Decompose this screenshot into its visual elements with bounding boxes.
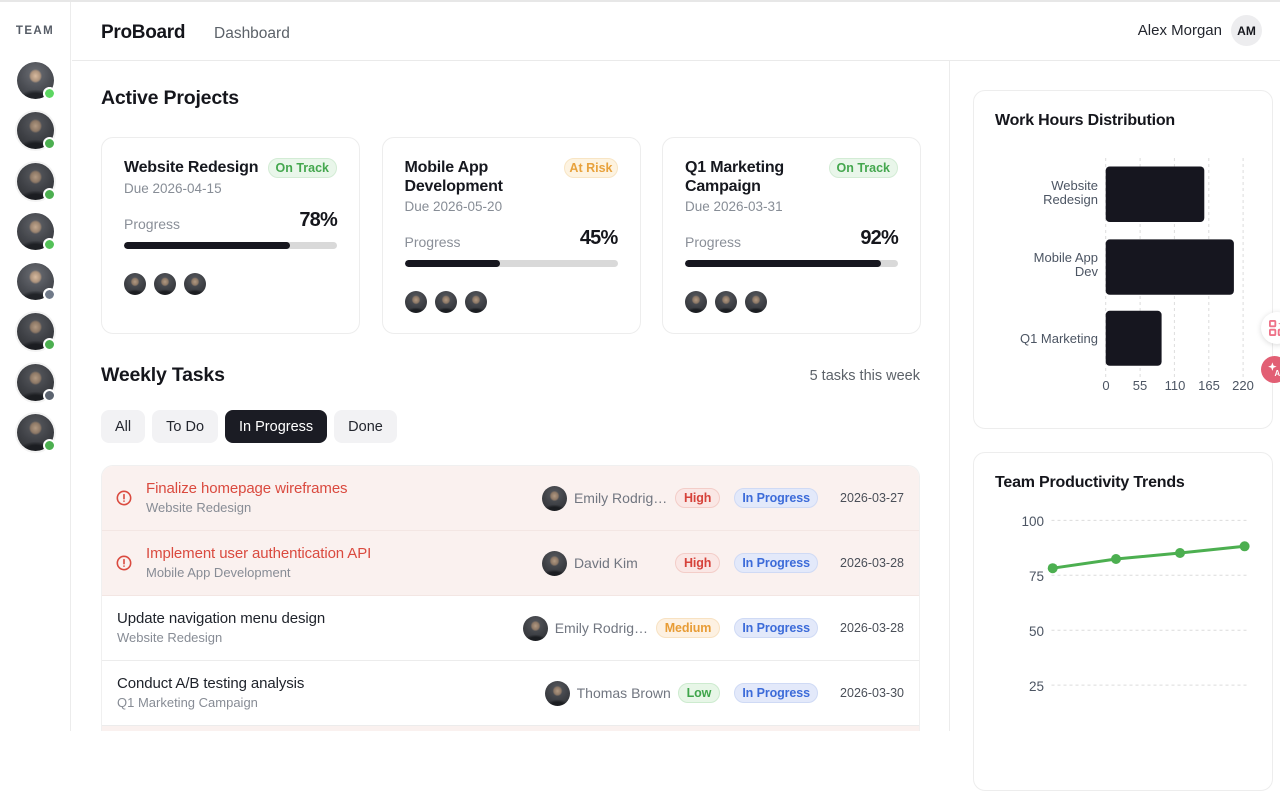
svg-text:A: A [1275, 369, 1280, 378]
